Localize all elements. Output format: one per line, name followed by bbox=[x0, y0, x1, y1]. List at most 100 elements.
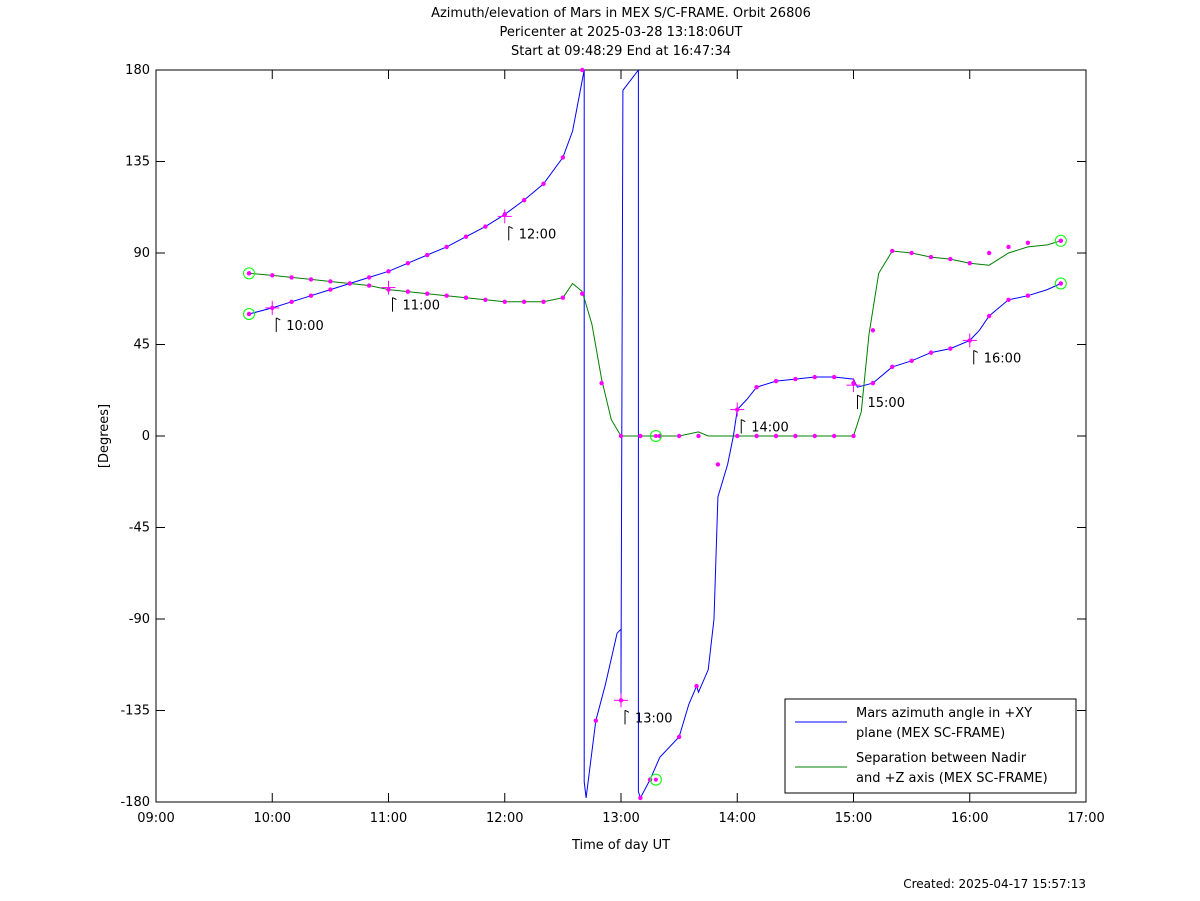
data-point-marker bbox=[328, 287, 333, 292]
data-point-marker bbox=[1006, 297, 1011, 302]
endpoint-marker-dot bbox=[653, 434, 658, 438]
endpoint-marker bbox=[1054, 277, 1067, 290]
data-point-marker bbox=[851, 433, 856, 439]
x-tick-label: 11:00 bbox=[370, 811, 407, 826]
y-tick-label: 0 bbox=[142, 429, 150, 444]
data-point-marker bbox=[831, 433, 837, 439]
hour-pointer bbox=[741, 419, 746, 423]
y-tick-label: 45 bbox=[133, 338, 150, 353]
y-tick-label: -135 bbox=[120, 704, 150, 719]
endpoint-marker-dot bbox=[247, 312, 251, 316]
legend-label: Separation between Nadir bbox=[856, 751, 1027, 766]
data-point-marker bbox=[483, 224, 488, 229]
legend-label: plane (MEX SC-FRAME) bbox=[856, 726, 1005, 741]
data-point-marker bbox=[638, 433, 643, 439]
data-point-marker bbox=[541, 299, 546, 304]
chart-title: Azimuth/elevation of Mars in MEX S/C-FRA… bbox=[431, 6, 811, 59]
data-point-marker bbox=[366, 283, 372, 288]
chart-title-line: Start at 09:48:29 End at 16:47:34 bbox=[511, 44, 731, 59]
data-point-marker bbox=[425, 291, 430, 296]
endpoint-marker-dot bbox=[1058, 281, 1063, 286]
endpoint-marker-dot bbox=[653, 777, 658, 782]
data-point-marker bbox=[1025, 293, 1031, 298]
x-tick-label: 17:00 bbox=[1067, 811, 1104, 826]
hour-label: 14:00 bbox=[751, 421, 788, 436]
data-point-marker bbox=[967, 260, 972, 266]
data-point-marker bbox=[928, 350, 934, 355]
data-point-marker bbox=[386, 269, 391, 274]
data-point-marker bbox=[870, 380, 876, 386]
data-point-marker bbox=[715, 462, 721, 467]
y-tick-label: 180 bbox=[125, 63, 150, 78]
data-point-marker bbox=[754, 385, 759, 390]
x-tick-label: 09:00 bbox=[137, 811, 174, 826]
y-tick-label: 135 bbox=[125, 155, 150, 170]
endpoint-marker bbox=[1054, 234, 1067, 247]
y-axis-label: [Degrees] bbox=[97, 404, 112, 468]
data-point-marker bbox=[948, 256, 953, 262]
data-point-marker bbox=[948, 346, 953, 351]
y-tick-label: -45 bbox=[129, 521, 150, 536]
data-point-marker bbox=[831, 374, 837, 380]
hour-pointer bbox=[392, 297, 397, 301]
legend: Mars azimuth angle in +XY plane (MEX SC-F… bbox=[784, 698, 1077, 794]
hour-annotations: 10:00 11:00 12:00 13:00 14:00 15:00 16:00 bbox=[265, 209, 1021, 726]
data-point-marker bbox=[638, 795, 643, 801]
hour-label: 13:00 bbox=[635, 711, 672, 726]
data-point-marker bbox=[289, 275, 294, 280]
data-point-marker bbox=[696, 433, 701, 439]
x-axis-label: Time of day UT bbox=[571, 838, 670, 853]
endpoint-marker-dot bbox=[1058, 238, 1063, 243]
data-point-marker bbox=[812, 374, 817, 380]
data-point-marker bbox=[308, 277, 314, 282]
hour-pointer bbox=[973, 349, 978, 353]
data-point-marker bbox=[928, 254, 934, 260]
hour-label: 15:00 bbox=[868, 396, 905, 411]
hour-pointer bbox=[857, 394, 862, 398]
y-tick-label: -180 bbox=[120, 795, 150, 810]
data-point-marker bbox=[593, 718, 599, 723]
y-axis: 180 135 90 45 0 -45 -90 -135 -180 bbox=[120, 63, 1086, 810]
data-point-marker bbox=[347, 281, 352, 286]
data-point-marker bbox=[694, 683, 699, 689]
hour-pointer bbox=[624, 709, 630, 713]
created-timestamp: Created: 2025-04-17 15:57:13 bbox=[903, 877, 1086, 891]
hour-label: 12:00 bbox=[519, 227, 556, 242]
data-point-marker bbox=[754, 433, 759, 439]
x-axis: 09:00 10:00 11:00 12:00 13:00 14:00 15:00 16:00… bbox=[137, 70, 1105, 826]
data-point-marker bbox=[444, 293, 449, 298]
endpoint-marker bbox=[649, 773, 662, 786]
data-point-marker bbox=[521, 299, 527, 304]
data-point-marker bbox=[289, 299, 294, 304]
azimuth-series-line bbox=[248, 69, 1062, 800]
data-point-marker bbox=[521, 197, 527, 203]
data-point-marker bbox=[444, 244, 449, 250]
data-point-marker bbox=[618, 433, 624, 439]
data-point-marker bbox=[580, 291, 585, 296]
endpoint-marker-dot bbox=[247, 271, 251, 276]
endpoint-marker bbox=[243, 308, 255, 320]
data-point-marker bbox=[483, 297, 488, 302]
data-point-marker bbox=[986, 250, 992, 256]
x-tick-label: 14:00 bbox=[719, 811, 756, 826]
chart-title-line: Azimuth/elevation of Mars in MEX S/C-FRA… bbox=[431, 6, 811, 21]
hour-label: 16:00 bbox=[984, 351, 1021, 366]
data-point-marker bbox=[986, 313, 992, 319]
data-point-marker bbox=[890, 364, 895, 370]
data-point-marker bbox=[599, 380, 604, 386]
data-point-marker bbox=[560, 295, 566, 300]
legend-box bbox=[784, 698, 1077, 794]
data-point-marker bbox=[580, 67, 585, 73]
endpoint-marker bbox=[649, 430, 662, 442]
legend-label: and +Z axis (MEX SC-FRAME) bbox=[856, 771, 1048, 786]
data-point-marker bbox=[793, 433, 798, 439]
x-tick-label: 15:00 bbox=[835, 811, 872, 826]
data-point-marker bbox=[812, 433, 817, 439]
data-point-marker bbox=[366, 275, 372, 280]
data-point-marker bbox=[308, 293, 314, 298]
data-point-marker bbox=[676, 433, 682, 439]
hour-pointer bbox=[276, 317, 281, 321]
endpoint-marker bbox=[243, 267, 255, 280]
data-point-marker bbox=[773, 378, 779, 384]
